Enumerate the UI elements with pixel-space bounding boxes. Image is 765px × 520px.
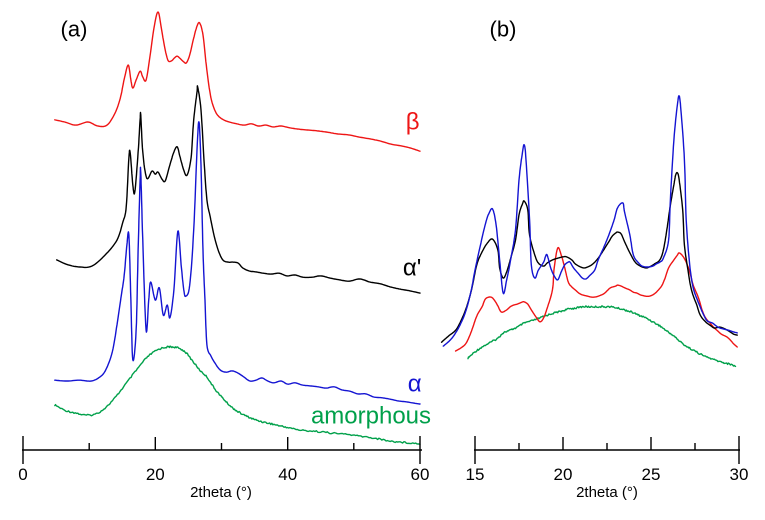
panel-a-x-axis: 0 20 40 60 xyxy=(18,436,429,484)
panel-a-curves xyxy=(54,11,421,445)
series-label-amorphous: amorphous xyxy=(311,403,431,430)
curve-alpha-panel-b xyxy=(442,95,738,347)
curve-amorphous-panel-b xyxy=(467,305,737,368)
x-tick-label: 15 xyxy=(466,465,485,484)
x-tick-label: 30 xyxy=(730,465,749,484)
panel-b: 15 20 25 30 (b) 2theta (°) xyxy=(440,17,749,501)
x-tick-label: 25 xyxy=(642,465,661,484)
panel-b-xaxis-title: 2theta (°) xyxy=(576,484,638,501)
curve-alpha-prime-panel-a xyxy=(56,85,421,294)
panel-b-x-axis: 15 20 25 30 xyxy=(466,436,749,484)
curve-alpha-prime-panel-b xyxy=(440,171,738,343)
panel-b-curves xyxy=(440,95,738,368)
curve-amorphous-panel-a xyxy=(54,345,421,445)
curve-beta-panel-b xyxy=(454,246,738,352)
series-label-alpha-prime: α' xyxy=(403,254,421,281)
x-tick-label: 20 xyxy=(146,465,165,484)
panel-b-label: (b) xyxy=(490,17,517,42)
curve-alpha-panel-a xyxy=(54,121,421,405)
x-tick-label: 40 xyxy=(278,465,297,484)
x-tick-label: 60 xyxy=(411,465,430,484)
series-label-alpha: α xyxy=(408,371,422,398)
curve-beta-panel-a xyxy=(54,11,421,152)
panel-a-xaxis-title: 2theta (°) xyxy=(190,484,252,501)
x-tick-label: 20 xyxy=(554,465,573,484)
x-tick-label: 0 xyxy=(18,465,27,484)
panel-a-label: (a) xyxy=(61,17,88,42)
panel-a: 0 20 40 60 (a) 2theta (°) β α' α amorphous xyxy=(18,11,431,501)
series-label-beta: β xyxy=(406,109,420,136)
